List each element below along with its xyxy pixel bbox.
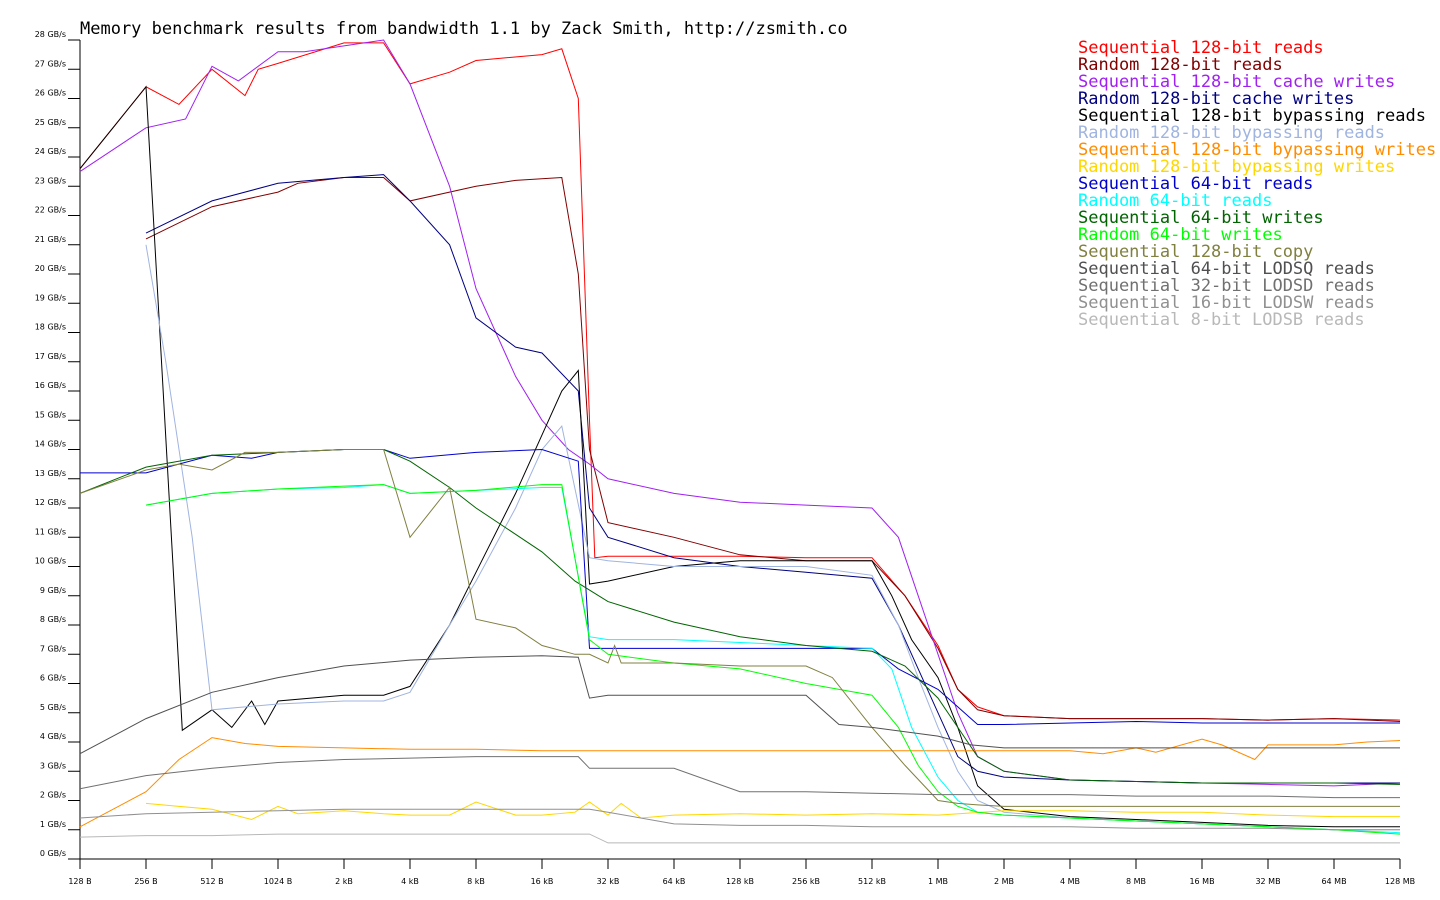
series-line-12 bbox=[145, 484, 1401, 835]
x-tick-label: 1 MB bbox=[928, 877, 948, 886]
x-tick-label: 16 kB bbox=[531, 877, 554, 886]
legend-entry: Random 128-bit bypassing writes bbox=[1078, 157, 1395, 177]
x-tick-label: 8 MB bbox=[1126, 877, 1146, 886]
legend-entry: Sequential 16-bit LODSW reads bbox=[1078, 293, 1375, 313]
series-line-10 bbox=[145, 484, 1401, 834]
legend-entry: Random 64-bit writes bbox=[1078, 225, 1283, 245]
y-tick-label: 28 GB/s bbox=[35, 30, 66, 39]
chart-title: Memory benchmark results from bandwidth … bbox=[80, 19, 848, 39]
y-tick-label: 3 GB/s bbox=[40, 761, 66, 770]
legend-entry: Sequential 128-bit cache writes bbox=[1078, 72, 1395, 92]
y-tick-label: 25 GB/s bbox=[35, 118, 66, 127]
legend-entry: Sequential 128-bit reads bbox=[1078, 38, 1324, 58]
y-tick-label: 22 GB/s bbox=[35, 206, 66, 215]
x-tick-label: 8 kB bbox=[467, 877, 485, 886]
y-tick-label: 16 GB/s bbox=[35, 381, 66, 390]
y-tick-label: 5 GB/s bbox=[40, 703, 66, 712]
legend-entry: Sequential 128-bit bypassing reads bbox=[1078, 106, 1426, 126]
y-tick-label: 15 GB/s bbox=[35, 410, 66, 419]
y-tick-label: 1 GB/s bbox=[40, 820, 66, 829]
y-tick-label: 13 GB/s bbox=[35, 469, 66, 478]
y-tick-label: 20 GB/s bbox=[35, 264, 66, 273]
y-tick-label: 12 GB/s bbox=[35, 498, 66, 507]
chart-axes: 0 GB/s 1 GB/s 2 GB/s 3 GB/s 4 GB/s 5 GB/s 6 GB… bbox=[35, 30, 1415, 886]
legend-entry: Sequential 64-bit reads bbox=[1078, 174, 1313, 194]
legend-entry: Random 64-bit reads bbox=[1078, 191, 1272, 211]
series-line-5 bbox=[79, 85, 1400, 828]
x-tick-label: 4 MB bbox=[1060, 877, 1080, 886]
x-tick-label: 32 kB bbox=[597, 877, 620, 886]
series-line-17 bbox=[79, 833, 1400, 844]
chart-series-lines bbox=[79, 39, 1401, 844]
series-line-14 bbox=[79, 655, 1400, 755]
y-tick-label: 8 GB/s bbox=[40, 615, 66, 624]
y-tick-label: 4 GB/s bbox=[40, 732, 66, 741]
legend-entry: Sequential 128-bit bypassing writes bbox=[1078, 140, 1436, 160]
x-tick-label: 2 MB bbox=[994, 877, 1014, 886]
legend-entry: Random 128-bit cache writes bbox=[1078, 89, 1354, 109]
x-tick-label: 512 B bbox=[200, 877, 223, 886]
y-tick-label: 26 GB/s bbox=[35, 89, 66, 98]
x-tick-label: 128 B bbox=[68, 877, 91, 886]
legend-entry: Sequential 64-bit writes bbox=[1078, 208, 1324, 228]
x-tick-label: 256 B bbox=[134, 877, 157, 886]
x-tick-label: 128 kB bbox=[726, 877, 754, 886]
x-tick-label: 1024 B bbox=[264, 877, 292, 886]
series-line-8 bbox=[145, 801, 1400, 821]
y-tick-label: 24 GB/s bbox=[35, 147, 66, 156]
y-tick-label: 17 GB/s bbox=[35, 352, 66, 361]
y-tick-label: 2 GB/s bbox=[40, 791, 66, 800]
x-tick-label: 256 kB bbox=[792, 877, 820, 886]
legend-entry: Random 128-bit reads bbox=[1078, 55, 1283, 75]
series-line-2 bbox=[145, 176, 1401, 722]
y-tick-label: 6 GB/s bbox=[40, 674, 66, 683]
y-tick-label: 9 GB/s bbox=[40, 586, 66, 595]
series-line-13 bbox=[79, 449, 1400, 807]
x-tick-label: 512 kB bbox=[858, 877, 886, 886]
legend-entry: Sequential 32-bit LODSD reads bbox=[1078, 276, 1375, 296]
y-tick-label: 14 GB/s bbox=[35, 440, 66, 449]
y-tick-label: 23 GB/s bbox=[35, 176, 66, 185]
y-tick-label: 0 GB/s bbox=[40, 849, 66, 858]
x-tick-label: 64 kB bbox=[663, 877, 686, 886]
y-tick-label: 27 GB/s bbox=[35, 59, 66, 68]
legend-entry: Sequential 8-bit LODSB reads bbox=[1078, 310, 1365, 330]
x-tick-label: 16 MB bbox=[1189, 877, 1214, 886]
legend-entry: Sequential 128-bit copy bbox=[1078, 242, 1313, 262]
y-tick-label: 19 GB/s bbox=[35, 293, 66, 302]
series-line-15 bbox=[79, 756, 1400, 799]
legend-entry: Sequential 64-bit LODSQ reads bbox=[1078, 259, 1375, 279]
series-line-9 bbox=[80, 448, 1400, 725]
y-tick-label: 18 GB/s bbox=[35, 323, 66, 332]
x-tick-label: 64 MB bbox=[1321, 877, 1346, 886]
series-line-11 bbox=[79, 449, 1401, 785]
legend-entry: Random 128-bit bypassing reads bbox=[1078, 123, 1385, 143]
y-tick-label: 7 GB/s bbox=[40, 644, 66, 653]
y-tick-label: 11 GB/s bbox=[35, 527, 66, 536]
series-line-16 bbox=[79, 808, 1400, 831]
x-tick-label: 2 kB bbox=[335, 877, 353, 886]
x-tick-label: 128 MB bbox=[1385, 877, 1415, 886]
y-tick-label: 10 GB/s bbox=[35, 557, 66, 566]
series-line-7 bbox=[79, 737, 1401, 828]
x-tick-label: 4 kB bbox=[401, 877, 419, 886]
y-tick-label: 21 GB/s bbox=[35, 235, 66, 244]
x-tick-label: 32 MB bbox=[1255, 877, 1280, 886]
